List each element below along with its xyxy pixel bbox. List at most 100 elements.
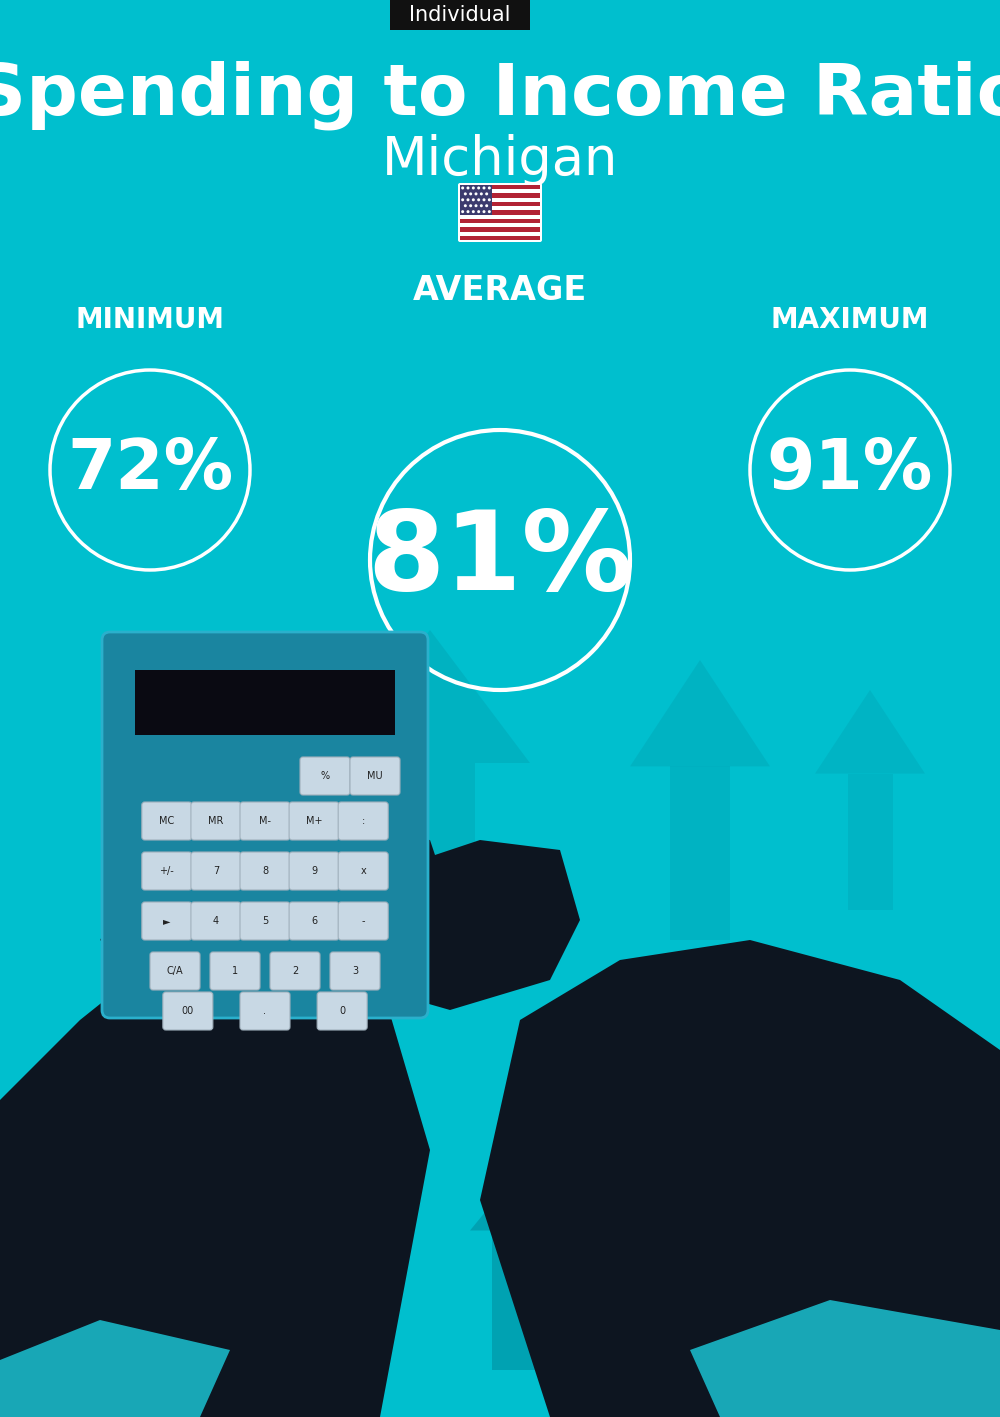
Text: :: :: [362, 816, 365, 826]
Circle shape: [466, 187, 470, 190]
Text: Michigan: Michigan: [382, 135, 618, 186]
Circle shape: [472, 198, 475, 201]
Circle shape: [469, 204, 472, 207]
FancyBboxPatch shape: [289, 852, 339, 890]
FancyBboxPatch shape: [142, 802, 192, 840]
Text: 72%: 72%: [67, 436, 233, 503]
FancyBboxPatch shape: [240, 992, 290, 1030]
Polygon shape: [815, 690, 925, 774]
Text: $: $: [848, 1175, 912, 1265]
FancyBboxPatch shape: [458, 183, 542, 242]
Circle shape: [475, 193, 478, 196]
FancyBboxPatch shape: [460, 214, 540, 218]
Text: 8: 8: [262, 866, 268, 876]
Polygon shape: [690, 1299, 1000, 1417]
Text: 7: 7: [213, 866, 219, 876]
FancyBboxPatch shape: [338, 802, 388, 840]
Circle shape: [488, 187, 491, 190]
Text: MU: MU: [367, 771, 383, 781]
Text: 2: 2: [292, 966, 298, 976]
Text: 3: 3: [352, 966, 358, 976]
FancyBboxPatch shape: [289, 903, 339, 939]
Circle shape: [480, 204, 483, 207]
Text: MR: MR: [208, 816, 224, 826]
FancyBboxPatch shape: [460, 186, 492, 214]
Polygon shape: [200, 775, 235, 820]
Circle shape: [466, 210, 470, 213]
FancyBboxPatch shape: [150, 952, 200, 990]
Circle shape: [488, 210, 491, 213]
Circle shape: [482, 187, 486, 190]
Text: MINIMUM: MINIMUM: [76, 306, 224, 334]
Circle shape: [488, 198, 491, 201]
Circle shape: [477, 187, 480, 190]
Polygon shape: [360, 840, 580, 1010]
Polygon shape: [652, 1085, 672, 1190]
Polygon shape: [385, 762, 475, 981]
FancyBboxPatch shape: [460, 231, 540, 235]
Text: 0: 0: [339, 1006, 345, 1016]
Circle shape: [469, 193, 472, 196]
Circle shape: [477, 198, 480, 201]
FancyBboxPatch shape: [270, 952, 320, 990]
Circle shape: [461, 210, 464, 213]
FancyBboxPatch shape: [460, 227, 540, 231]
FancyBboxPatch shape: [191, 802, 241, 840]
FancyBboxPatch shape: [240, 852, 290, 890]
Text: 1: 1: [232, 966, 238, 976]
FancyBboxPatch shape: [350, 757, 400, 795]
FancyBboxPatch shape: [460, 218, 540, 222]
Text: ►: ►: [163, 915, 171, 925]
Text: 91%: 91%: [767, 436, 933, 503]
FancyBboxPatch shape: [210, 952, 260, 990]
Polygon shape: [290, 775, 325, 820]
FancyBboxPatch shape: [460, 190, 540, 194]
Polygon shape: [768, 1135, 792, 1156]
FancyBboxPatch shape: [680, 1280, 790, 1285]
FancyBboxPatch shape: [330, 952, 380, 990]
FancyBboxPatch shape: [390, 0, 530, 30]
FancyBboxPatch shape: [191, 852, 241, 890]
Text: Individual: Individual: [409, 6, 511, 26]
FancyBboxPatch shape: [460, 194, 540, 198]
FancyBboxPatch shape: [680, 1287, 790, 1292]
Text: 9: 9: [311, 866, 317, 876]
FancyBboxPatch shape: [460, 210, 540, 214]
FancyBboxPatch shape: [460, 235, 540, 239]
FancyBboxPatch shape: [680, 1314, 790, 1321]
Polygon shape: [630, 660, 770, 767]
FancyBboxPatch shape: [680, 1292, 790, 1299]
Polygon shape: [590, 1284, 630, 1370]
Text: .: .: [264, 1006, 266, 1016]
FancyBboxPatch shape: [102, 632, 428, 1017]
Circle shape: [480, 193, 483, 196]
FancyBboxPatch shape: [317, 992, 367, 1030]
Polygon shape: [330, 631, 530, 762]
FancyBboxPatch shape: [551, 1261, 585, 1305]
Text: M-: M-: [259, 816, 271, 826]
FancyBboxPatch shape: [142, 903, 192, 939]
Text: M+: M+: [306, 816, 322, 826]
Text: $: $: [756, 1162, 804, 1229]
FancyBboxPatch shape: [460, 205, 540, 210]
Circle shape: [461, 187, 464, 190]
FancyBboxPatch shape: [460, 198, 540, 203]
Text: C/A: C/A: [167, 966, 183, 976]
Circle shape: [482, 210, 486, 213]
Circle shape: [485, 204, 488, 207]
Circle shape: [475, 204, 478, 207]
Polygon shape: [100, 830, 450, 1000]
Polygon shape: [863, 1138, 897, 1168]
Circle shape: [725, 1141, 835, 1250]
FancyBboxPatch shape: [289, 802, 339, 840]
FancyBboxPatch shape: [163, 992, 213, 1030]
Circle shape: [464, 193, 467, 196]
FancyBboxPatch shape: [460, 186, 540, 190]
Text: -: -: [361, 915, 365, 925]
Circle shape: [472, 187, 475, 190]
Circle shape: [464, 204, 467, 207]
Circle shape: [482, 198, 486, 201]
FancyBboxPatch shape: [680, 1306, 790, 1314]
FancyBboxPatch shape: [240, 903, 290, 939]
FancyBboxPatch shape: [135, 670, 395, 735]
